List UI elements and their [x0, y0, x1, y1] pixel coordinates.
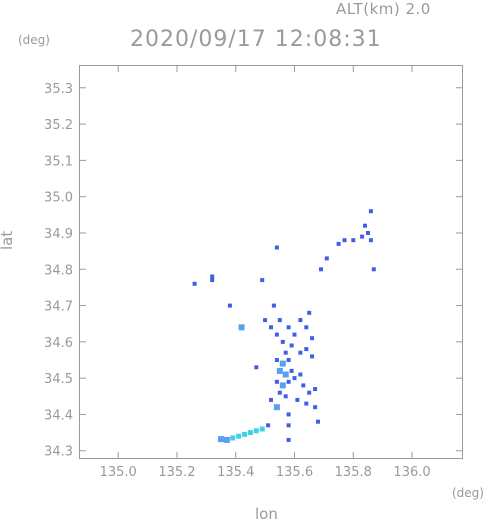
- echo-cell: [210, 274, 215, 279]
- chart-timestamp: 2020/09/17 12:08:31: [130, 27, 382, 52]
- echo-cell: [274, 379, 279, 384]
- echo-cell: [351, 238, 356, 243]
- echo-cell: [254, 365, 259, 370]
- echo-cell: [286, 437, 291, 442]
- plot-frame: [79, 65, 463, 459]
- echo-cell: [263, 318, 268, 323]
- echo-cell: [277, 390, 282, 395]
- echo-cell: [304, 347, 309, 352]
- echo-cell: [310, 336, 315, 341]
- echo-cell: [210, 278, 215, 283]
- echo-cell: [360, 234, 365, 239]
- echo-cell: [223, 436, 230, 443]
- y-tick-label: 35.2: [44, 118, 73, 133]
- y-tick-label: 34.4: [44, 408, 73, 423]
- echo-cell: [273, 404, 280, 411]
- echo-cell: [301, 383, 306, 388]
- echo-cell: [371, 267, 376, 272]
- echo-cell: [247, 430, 253, 436]
- x-tick-label: 135.0: [100, 465, 137, 480]
- tick-group: 135.0 135.2 135.4 135.6 135.8 136.0 34.3 34.4 34…: [44, 66, 462, 480]
- x-unit-label: (deg): [452, 486, 484, 500]
- y-tick-label: 35.3: [44, 82, 73, 97]
- echo-cell: [286, 325, 291, 330]
- x-tick-label: 136.0: [393, 465, 430, 480]
- echo-cell: [313, 387, 318, 391]
- echo-cell: [307, 310, 312, 315]
- echo-cell: [218, 436, 224, 443]
- x-tick-label: 135.6: [276, 465, 313, 480]
- echo-cell: [298, 372, 303, 377]
- echo-cell: [298, 350, 303, 355]
- x-axis-label: lon: [255, 505, 278, 523]
- echo-cell: [266, 423, 271, 428]
- echo-cell: [368, 238, 373, 243]
- echo-cell: [310, 354, 315, 359]
- echo-cell: [319, 267, 323, 272]
- echo-cell: [253, 428, 259, 434]
- echo-cell: [316, 419, 320, 424]
- echo-cell: [274, 332, 279, 337]
- echo-cell: [277, 318, 282, 323]
- echo-cell: [227, 303, 232, 308]
- echo-cell: [292, 376, 297, 381]
- x-tick-label: 135.8: [335, 465, 372, 480]
- echo-cell: [276, 367, 283, 374]
- echo-cell: [286, 412, 291, 417]
- y-tick-label: 34.3: [44, 445, 73, 460]
- echo-cell: [230, 435, 236, 441]
- echo-cell: [192, 281, 197, 286]
- y-unit-label: (deg): [18, 33, 50, 47]
- echo-cell: [313, 405, 318, 410]
- echo-cell: [304, 325, 309, 330]
- echo-cell: [286, 423, 291, 428]
- echo-cell: [260, 278, 265, 283]
- echo-cell: [286, 379, 291, 384]
- echo-cell: [279, 382, 286, 389]
- echo-cell: [304, 401, 309, 406]
- echo-cell: [289, 343, 294, 348]
- y-tick-label: 34.8: [44, 263, 73, 278]
- echo-cell: [366, 231, 370, 235]
- echo-cell: [295, 397, 300, 402]
- echo-cell: [336, 241, 341, 246]
- echo-cell: [259, 426, 265, 432]
- echo-cell: [292, 332, 297, 337]
- y-tick-label: 34.5: [44, 372, 73, 387]
- echo-cell: [238, 324, 245, 331]
- echo-cell: [282, 371, 289, 378]
- echo-cell: [242, 431, 248, 437]
- echo-cell: [269, 325, 273, 330]
- echo-cell: [324, 256, 329, 261]
- echo-cell: [274, 358, 279, 362]
- echo-cell: [298, 318, 303, 323]
- echo-cell: [236, 433, 242, 439]
- echo-group: [192, 209, 376, 443]
- echo-cell: [271, 303, 276, 308]
- echo-cell: [307, 390, 312, 395]
- x-tick-label: 135.4: [217, 465, 254, 480]
- x-tick-label: 135.2: [158, 465, 195, 480]
- echo-cell: [368, 209, 373, 214]
- echo-cell: [280, 339, 285, 344]
- echo-cell: [342, 238, 347, 243]
- echo-cell: [289, 368, 294, 373]
- echo-cell: [363, 223, 367, 228]
- echo-cell: [283, 350, 288, 355]
- echo-cell: [269, 397, 273, 402]
- y-tick-label: 35.0: [44, 191, 73, 206]
- altitude-label: ALT(km) 2.0: [336, 0, 431, 18]
- echo-cell: [286, 358, 291, 362]
- echo-cell: [274, 245, 279, 250]
- echo-cell: [283, 394, 288, 399]
- y-tick-label: 34.9: [44, 227, 73, 242]
- y-tick-label: 35.1: [44, 154, 73, 169]
- echo-cell: [279, 360, 286, 367]
- y-tick-label: 34.7: [44, 300, 73, 315]
- y-tick-label: 34.6: [44, 336, 73, 351]
